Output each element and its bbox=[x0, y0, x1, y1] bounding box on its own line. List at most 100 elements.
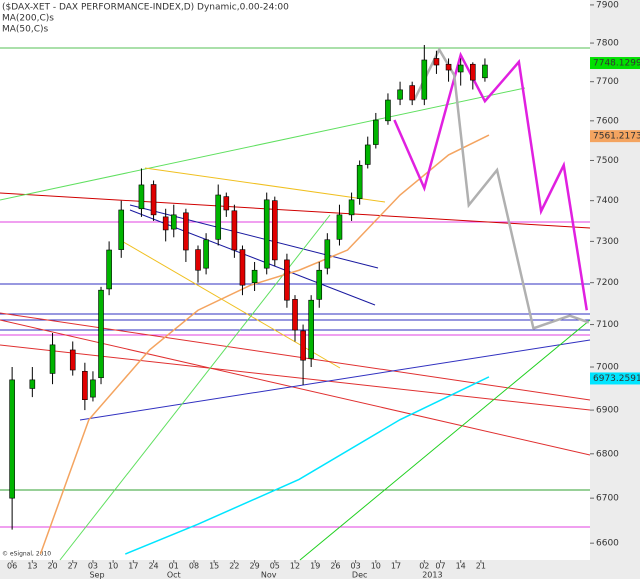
y-tick-label: 7800 bbox=[596, 39, 619, 49]
candle-body bbox=[445, 63, 452, 71]
trend-line bbox=[0, 344, 591, 411]
candle-body bbox=[150, 184, 157, 216]
y-tick-label: 7200 bbox=[596, 278, 619, 288]
y-tick-label: 7400 bbox=[596, 196, 619, 206]
x-tick-label: 06 bbox=[7, 562, 17, 571]
x-tick-label: 08 bbox=[189, 562, 199, 571]
price-label-box bbox=[590, 57, 640, 70]
x-tick-label: 13 bbox=[27, 562, 37, 571]
x-tick-label: 02 bbox=[419, 562, 429, 571]
trend-line bbox=[299, 319, 591, 561]
price-label: 7561.2173 bbox=[593, 132, 640, 142]
y-tick-label: 7700 bbox=[596, 77, 619, 87]
x-tick-label: 21 bbox=[476, 562, 486, 571]
candle-body bbox=[271, 200, 278, 261]
y-tick-label: 7100 bbox=[596, 320, 619, 330]
candle-body bbox=[421, 59, 428, 100]
trend-line bbox=[0, 192, 591, 229]
candle-body bbox=[118, 209, 125, 250]
legend-label: MA(200,C)s bbox=[2, 14, 54, 24]
candle-body bbox=[9, 379, 15, 499]
candle-body bbox=[183, 212, 189, 251]
month-label: Dec bbox=[352, 571, 367, 579]
candle-body bbox=[106, 249, 112, 290]
x-tick-label: 19 bbox=[310, 562, 320, 571]
x-tick-label: 27 bbox=[68, 562, 78, 571]
candle-body bbox=[138, 184, 145, 210]
candle-body bbox=[373, 119, 379, 145]
candle-body bbox=[356, 164, 363, 199]
y-tick-label: 7300 bbox=[596, 237, 619, 247]
x-tick-label: 07 bbox=[435, 562, 445, 571]
trend-line bbox=[0, 87, 526, 201]
y-tick-label: 7000 bbox=[596, 363, 619, 373]
x-tick-label: 22 bbox=[229, 562, 239, 571]
ma-line bbox=[39, 134, 490, 555]
x-tick-label: 12 bbox=[290, 562, 300, 571]
y-tick-label: 6700 bbox=[596, 494, 619, 504]
candle-body bbox=[251, 269, 258, 283]
candle-body bbox=[90, 379, 96, 398]
candle-body bbox=[239, 249, 246, 286]
x-tick-label: 29 bbox=[249, 562, 259, 571]
candle-body bbox=[482, 64, 488, 79]
x-tick-label: 26 bbox=[330, 562, 340, 571]
candle-body bbox=[397, 89, 403, 100]
month-label: Oct bbox=[167, 571, 181, 579]
candle-body bbox=[409, 85, 415, 101]
candle-body bbox=[385, 99, 391, 122]
x-tick-label: 17 bbox=[128, 562, 138, 571]
trend-line bbox=[79, 339, 591, 421]
candle-body bbox=[82, 370, 88, 400]
candle-body bbox=[284, 259, 290, 301]
price-label-box bbox=[590, 372, 640, 385]
x-tick-label: 03 bbox=[88, 562, 98, 571]
x-tick-label: 24 bbox=[148, 562, 158, 571]
month-label: Nov bbox=[261, 571, 277, 579]
chart-title: ($DAX-XET - DAX PERFORMANCE-INDEX,D) Dyn… bbox=[2, 3, 289, 13]
y-axis-panel bbox=[590, 0, 640, 579]
price-label: 7748.1299 bbox=[593, 59, 640, 69]
candle-body bbox=[433, 58, 440, 66]
candle-body bbox=[215, 194, 222, 240]
x-tick-label: 03 bbox=[351, 562, 361, 571]
candle-body bbox=[98, 289, 104, 379]
candle-body bbox=[195, 249, 201, 271]
y-tick-label: 7900 bbox=[596, 0, 619, 10]
footer: © eSignal, 2010 bbox=[2, 551, 51, 558]
candle-body bbox=[300, 330, 306, 361]
candle-body bbox=[292, 299, 298, 331]
ma-line bbox=[124, 376, 490, 555]
x-tick-label: 14 bbox=[456, 562, 466, 571]
candle-body bbox=[170, 214, 177, 230]
y-tick-label: 7600 bbox=[596, 116, 619, 126]
y-tick-label: 7500 bbox=[596, 156, 619, 166]
x-tick-label: 17 bbox=[391, 562, 401, 571]
candle-body bbox=[316, 269, 323, 300]
trend-line bbox=[144, 167, 386, 203]
candle-body bbox=[223, 196, 230, 211]
projection-line bbox=[393, 51, 589, 311]
month-label: 2013 bbox=[422, 571, 442, 579]
y-tick-label: 6900 bbox=[596, 406, 619, 416]
candle-body bbox=[49, 344, 56, 374]
x-tick-label: 20 bbox=[47, 562, 57, 571]
candle-body bbox=[470, 63, 476, 81]
x-tick-label: 10 bbox=[371, 562, 381, 571]
x-tick-label: 05 bbox=[270, 562, 280, 571]
price-label-box bbox=[590, 130, 640, 143]
y-tick-label: 6800 bbox=[596, 449, 619, 459]
x-tick-label: 10 bbox=[108, 562, 118, 571]
candle-body bbox=[308, 299, 314, 359]
price-label: 6973.2591 bbox=[593, 374, 640, 384]
candle-body bbox=[348, 199, 355, 216]
month-label: Sep bbox=[89, 571, 104, 579]
projection-line bbox=[413, 46, 590, 330]
candle-body bbox=[324, 239, 331, 269]
candle-body bbox=[203, 239, 209, 269]
x-tick-label: 15 bbox=[209, 562, 219, 571]
candle-body bbox=[336, 214, 343, 240]
candle-body bbox=[457, 64, 464, 73]
